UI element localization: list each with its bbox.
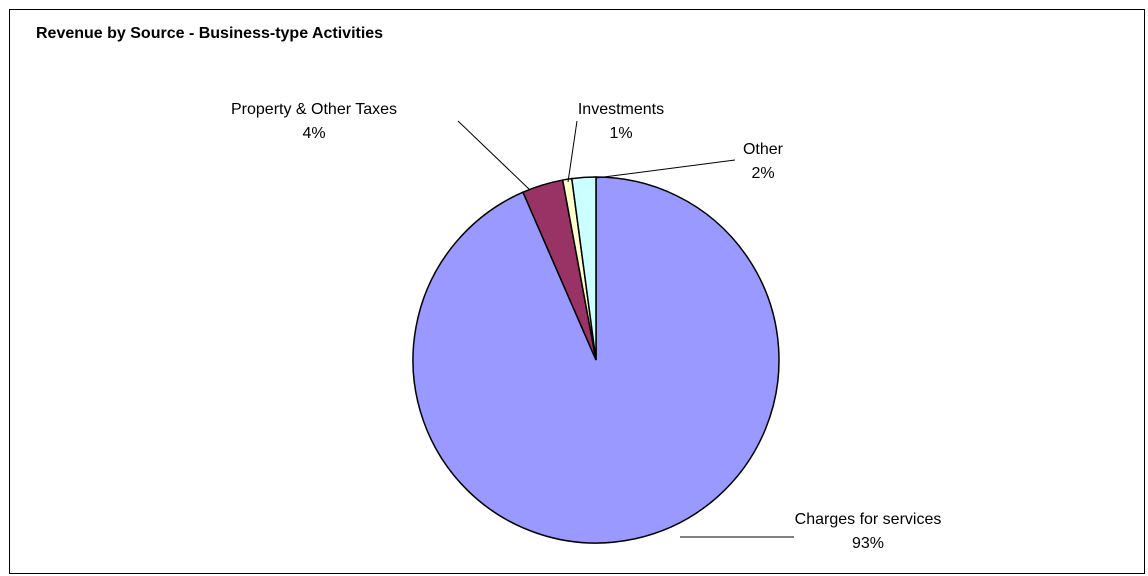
data-value-investments: 1% [609, 125, 632, 142]
data-value-property-other-taxes: 4% [302, 125, 325, 142]
data-label-charges-for-services: Charges for services [795, 511, 942, 528]
leader-line-other [595, 159, 736, 179]
data-value-charges-for-services: 93% [852, 535, 884, 552]
data-value-other: 2% [751, 165, 774, 182]
pie-slice-other [570, 176, 597, 361]
data-label-investments: Investments [578, 101, 664, 118]
leader-line-investments [567, 120, 578, 183]
data-label-other: Other [743, 141, 784, 158]
leader-line-property-other-taxes [457, 120, 531, 191]
chart-title: Revenue by Source - Business-type Activi… [36, 25, 384, 42]
data-label-property-other-taxes: Property & Other Taxes [231, 101, 397, 118]
